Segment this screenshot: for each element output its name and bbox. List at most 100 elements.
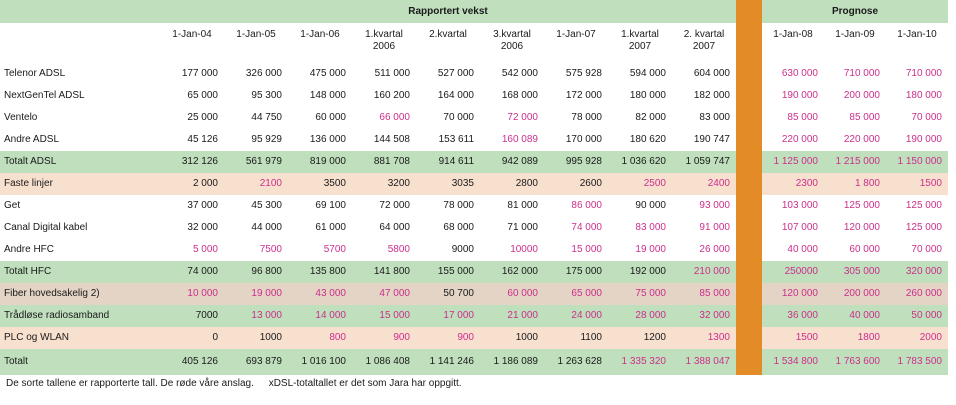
column-header-line: 1.kvartal [365, 29, 403, 40]
reported-value: 1000 [480, 327, 544, 349]
estimated-value: 85 000 [672, 283, 736, 305]
column-header: 1.kvartal 2006 [352, 23, 416, 63]
footnote-colors: De sorte tallene er rapporterte tall. De… [6, 378, 254, 389]
estimated-value: 91 000 [699, 222, 730, 233]
reported-value: 693 879 [224, 349, 288, 375]
estimated-value: 14 000 [288, 305, 352, 327]
column-header-line: 1-Jan-06 [300, 29, 340, 40]
reported-value: 604 000 [693, 68, 730, 79]
estimated-value: 1 150 000 [886, 151, 948, 173]
reported-value: 942 089 [480, 151, 544, 173]
reported-value: 70 000 [443, 112, 474, 123]
reported-value: 71 000 [507, 222, 538, 233]
column-header-line: 1-Jan-07 [556, 29, 596, 40]
estimated-value: 190 000 [781, 90, 818, 101]
estimated-value: 72 000 [507, 112, 538, 123]
reported-value: 177 000 [181, 68, 218, 79]
header-corner [0, 0, 160, 23]
reported-value: 37 000 [187, 200, 218, 211]
estimated-value: 1 763 600 [824, 349, 886, 375]
reported-value: 1100 [544, 327, 608, 349]
estimated-value: 210 000 [672, 261, 736, 283]
estimated-value: 2100 [224, 173, 288, 195]
column-separator [736, 129, 762, 151]
column-separator [736, 349, 762, 375]
estimated-value: 120 000 [843, 222, 880, 233]
estimated-value: 103 000 [781, 200, 818, 211]
column-separator [736, 173, 762, 195]
reported-value: 25 000 [187, 112, 218, 123]
estimated-value: 200 000 [824, 283, 886, 305]
reported-value: 1200 [608, 327, 672, 349]
estimated-value: 180 000 [905, 90, 942, 101]
estimated-value: 125 000 [905, 222, 942, 233]
estimated-value: 125 000 [905, 200, 942, 211]
reported-value: 995 928 [544, 151, 608, 173]
estimated-value: 2500 [608, 173, 672, 195]
estimated-value: 85 000 [849, 112, 880, 123]
column-separator [736, 239, 762, 261]
estimated-value: 900 [352, 327, 416, 349]
reported-value: 82 000 [635, 112, 666, 123]
estimated-value: 5700 [323, 244, 346, 255]
column-header: 1-Jan-04 [160, 23, 224, 63]
estimated-value: 17 000 [416, 305, 480, 327]
column-header-line: 2007 [692, 41, 716, 52]
reported-value: 527 000 [437, 68, 474, 79]
estimated-value: 2300 [762, 173, 824, 195]
row-label: NextGenTel ADSL [4, 90, 85, 101]
estimated-value: 1 125 000 [762, 151, 824, 173]
row-label: Ventelo [4, 112, 38, 123]
row-label: Totalt HFC [0, 261, 160, 283]
estimated-value: 1 534 800 [762, 349, 824, 375]
column-header: 1.kvartal 2007 [608, 23, 672, 63]
forecast-header: Prognose [762, 0, 948, 23]
estimated-value: 1 215 000 [824, 151, 886, 173]
estimated-value: 107 000 [781, 222, 818, 233]
column-separator [736, 63, 762, 85]
reported-value: 180 000 [629, 90, 666, 101]
reported-value: 44 000 [251, 222, 282, 233]
estimated-value: 40 000 [787, 244, 818, 255]
estimated-value: 250000 [762, 261, 824, 283]
estimated-value: 15 000 [352, 305, 416, 327]
estimated-value: 66 000 [379, 112, 410, 123]
column-header: 1-Jan-10 [886, 23, 948, 63]
broadband-growth-table: Rapportert vekst Prognose 1-Jan-04 1-Jan-… [0, 0, 948, 375]
estimated-value: 1500 [762, 327, 824, 349]
reported-value: 1000 [224, 327, 288, 349]
reported-value: 144 508 [373, 134, 410, 145]
reported-value: 83 000 [699, 112, 730, 123]
estimated-value: 305 000 [824, 261, 886, 283]
reported-value: 0 [160, 327, 224, 349]
reported-value: 190 747 [693, 134, 730, 145]
estimated-value: 190 000 [905, 134, 942, 145]
column-separator [736, 305, 762, 327]
reported-value: 68 000 [443, 222, 474, 233]
reported-value: 326 000 [245, 68, 282, 79]
estimated-value: 83 000 [635, 222, 666, 233]
reported-value: 155 000 [416, 261, 480, 283]
reported-value: 160 200 [373, 90, 410, 101]
column-header: 2. kvartal 2007 [672, 23, 736, 63]
estimated-value: 65 000 [544, 283, 608, 305]
estimated-value: 86 000 [571, 200, 602, 211]
estimated-value: 1500 [886, 173, 948, 195]
estimated-value: 200 000 [843, 90, 880, 101]
reported-value: 164 000 [437, 90, 474, 101]
table-footnote: De sorte tallene er rapporterte tall. De… [6, 378, 462, 389]
column-header: 1-Jan-05 [224, 23, 288, 63]
estimated-value: 1800 [824, 327, 886, 349]
column-separator [736, 85, 762, 107]
reported-value: 475 000 [309, 68, 346, 79]
estimated-value: 260 000 [886, 283, 948, 305]
estimated-value: 220 000 [843, 134, 880, 145]
reported-value: 175 000 [544, 261, 608, 283]
estimated-value: 15 000 [571, 244, 602, 255]
estimated-value: 320 000 [886, 261, 948, 283]
reported-value: 192 000 [608, 261, 672, 283]
estimated-value: 10 000 [160, 283, 224, 305]
column-header-blank [0, 23, 160, 63]
reported-value: 95 300 [251, 90, 282, 101]
column-header-line: 1-Jan-08 [773, 29, 813, 40]
